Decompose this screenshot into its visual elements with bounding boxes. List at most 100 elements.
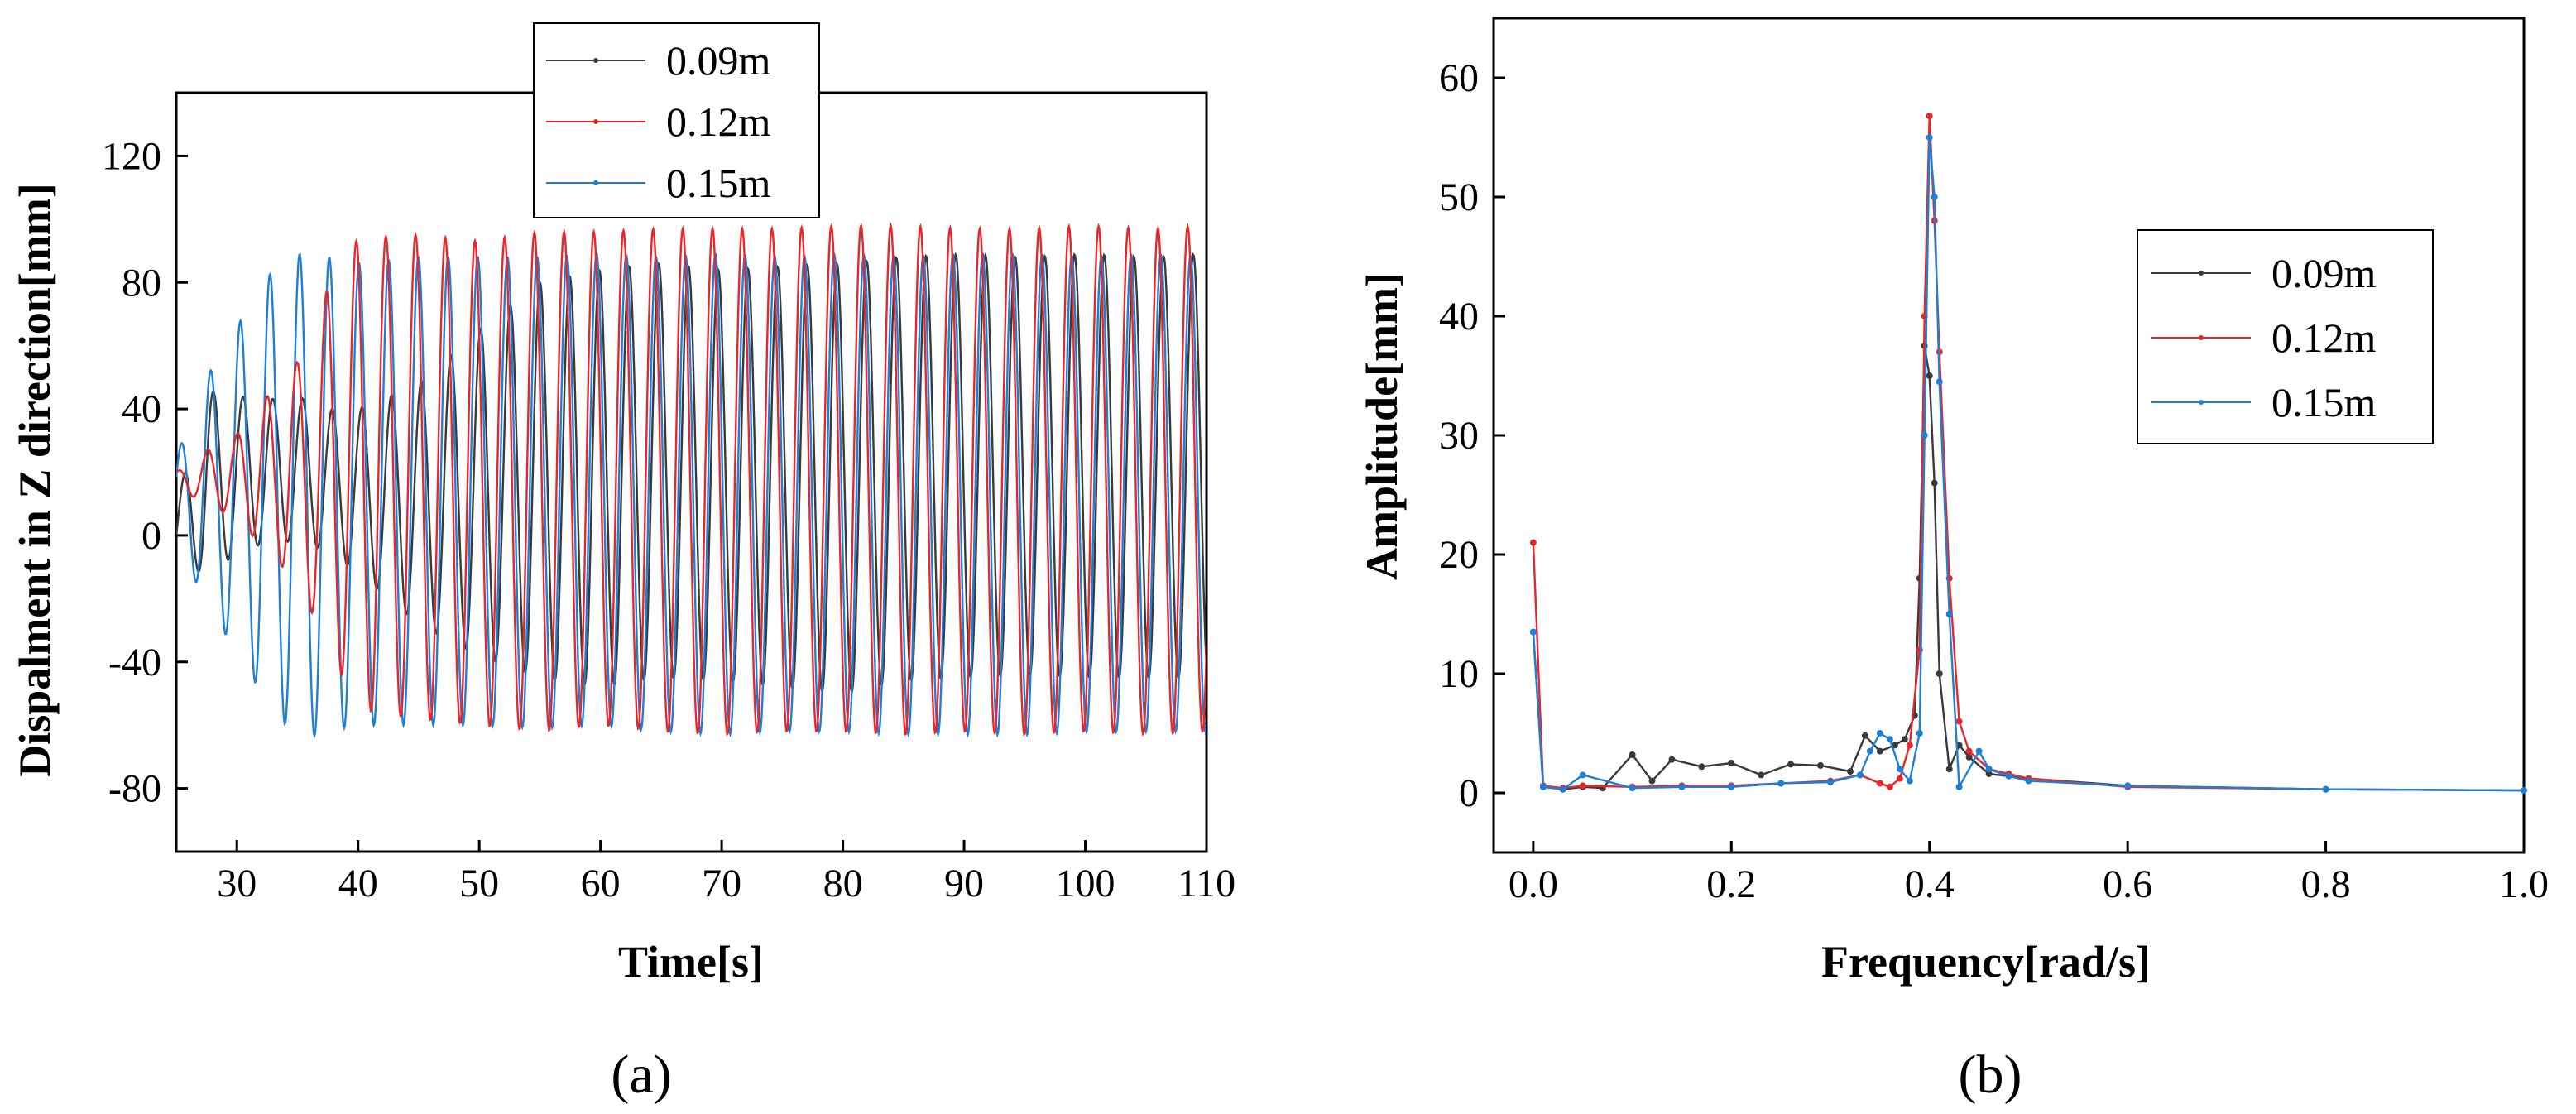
data-point-b-0.09m <box>1965 753 1973 761</box>
x-tick-label-a: 110 <box>1178 862 1235 905</box>
data-point-b-0.15m <box>1827 779 1834 785</box>
data-point-b-0.09m <box>1668 756 1676 763</box>
data-point-b-0.09m <box>1847 768 1854 775</box>
data-point-b-0.12m <box>1896 775 1903 782</box>
series-line-a-0.15m <box>176 252 1206 739</box>
data-point-b-0.09m <box>1861 732 1868 739</box>
x-tick-label-a: 100 <box>1056 862 1115 905</box>
legend-marker-0.12m <box>593 119 598 124</box>
series-line-a-0.09m <box>176 252 1206 694</box>
data-point-b-0.15m <box>1975 747 1983 755</box>
data-point-b-0.09m <box>1931 479 1938 487</box>
y-tick-label-a: 0 <box>142 514 161 558</box>
x-tick-label-a: 70 <box>702 862 741 905</box>
data-point-b-0.09m <box>1817 761 1824 769</box>
y-tick-label-b: 40 <box>1439 295 1479 339</box>
y-ticks-b: 0 10 20 30 40 50 60 <box>1439 56 1505 815</box>
data-point-b-0.15m <box>2025 777 2032 785</box>
data-point-b-0.12m <box>1579 782 1586 790</box>
x-tick-label-a: 50 <box>459 862 499 905</box>
x-axis-title-b: Frequency[rad/s] <box>1821 937 2151 987</box>
panel-b: 0.0 0.2 0.4 0.6 0.8 1.0 0 10 20 30 40 50 60 Frequen… <box>1357 17 2549 1105</box>
data-point-b-0.15m <box>1678 783 1686 790</box>
y-axis-title-b: Amplitude[mm] <box>1357 272 1407 580</box>
y-tick-label-b: 60 <box>1439 56 1479 100</box>
y-ticks-a: -80 -40 0 40 80 120 <box>102 134 188 811</box>
y-tick-label-b: 0 <box>1459 771 1479 815</box>
data-point-b-0.09m <box>1728 760 1735 766</box>
data-point-b-0.15m <box>1921 432 1928 439</box>
x-tick-label-b: 0.0 <box>1509 862 1558 906</box>
data-point-b-0.15m <box>1916 730 1923 737</box>
x-tick-label-a: 90 <box>944 862 984 905</box>
data-point-b-0.15m <box>1539 783 1547 790</box>
x-tick-label-b: 1.0 <box>2499 862 2549 906</box>
data-point-b-0.09m <box>1945 766 1953 773</box>
y-tick-label-a: 80 <box>122 261 161 305</box>
data-point-b-0.09m <box>1936 670 1943 677</box>
legend-marker-0.15m <box>2199 400 2204 405</box>
x-tick-label-a: 60 <box>581 862 621 905</box>
x-tick-label-a: 30 <box>217 862 257 905</box>
data-point-b-0.15m <box>1906 777 1913 785</box>
y-tick-label-a: -80 <box>108 767 161 811</box>
data-point-b-0.15m <box>1866 747 1873 755</box>
data-point-b-0.15m <box>2521 787 2527 795</box>
data-point-b-0.15m <box>1955 783 1963 790</box>
y-tick-label-a: -40 <box>108 641 161 684</box>
y-tick-label-b: 10 <box>1439 652 1479 696</box>
data-point-b-0.09m <box>1926 372 1933 379</box>
data-point-b-0.15m <box>1728 783 1735 790</box>
data-point-b-0.09m <box>1648 777 1656 785</box>
data-point-b-0.12m <box>1965 747 1973 755</box>
legend-label-0.15m: 0.15m <box>2271 379 2377 425</box>
data-point-b-0.15m <box>1926 134 1933 141</box>
legend-marker-0.09m <box>593 58 598 63</box>
y-tick-label-b: 30 <box>1439 414 1479 458</box>
series-line-b-0.12m <box>1532 116 2524 792</box>
panel-label-a: (a) <box>611 1044 671 1105</box>
series-group-b <box>1529 113 2527 795</box>
panel-label-b: (b) <box>1959 1044 2022 1105</box>
series-line-a-0.12m <box>176 222 1206 737</box>
y-tick-label-b: 50 <box>1439 175 1479 219</box>
data-point-b-0.15m <box>1579 771 1586 779</box>
legend-label-0.15m: 0.15m <box>666 160 771 206</box>
x-tick-label-b: 0.8 <box>2301 862 2351 906</box>
data-point-b-0.09m <box>1901 736 1908 743</box>
data-point-b-0.09m <box>1698 763 1705 771</box>
data-point-b-0.15m <box>1945 611 1953 617</box>
data-point-b-0.15m <box>1936 378 1943 386</box>
panel-a: 30 40 50 60 70 80 90 100 110 -80 -40 0 40 80 120 Time… <box>10 22 1235 1105</box>
data-point-b-0.15m <box>1896 766 1903 773</box>
y-tick-label-b: 20 <box>1439 533 1479 577</box>
data-point-b-0.15m <box>1856 771 1864 779</box>
x-tick-label-b: 0.4 <box>1905 862 1955 906</box>
legend-b: 0.09m 0.12m 0.15m <box>2137 229 2434 444</box>
data-point-b-0.15m <box>1931 194 1938 200</box>
data-point-b-0.12m <box>1926 113 1933 120</box>
y-tick-label-a: 40 <box>122 387 161 431</box>
data-point-b-0.09m <box>1787 761 1795 768</box>
data-point-b-0.15m <box>1876 730 1883 737</box>
y-axis-title-a: Dispalment in Z direction[mm] <box>10 183 60 776</box>
data-point-b-0.09m <box>1876 747 1883 755</box>
data-point-b-0.15m <box>1629 785 1636 792</box>
data-point-b-0.09m <box>1629 751 1636 758</box>
data-point-b-0.15m <box>2322 785 2329 793</box>
legend-a: 0.09m 0.12m 0.15m <box>533 22 820 218</box>
data-point-b-0.12m <box>1906 742 1913 749</box>
x-tick-label-b: 0.2 <box>1706 862 1756 906</box>
data-point-b-0.12m <box>1955 718 1963 725</box>
x-tick-label-b: 0.6 <box>2103 862 2152 906</box>
y-tick-label-a: 120 <box>102 134 161 178</box>
legend-label-0.09m: 0.09m <box>666 37 771 84</box>
data-point-b-0.15m <box>1886 736 1893 743</box>
data-point-b-0.15m <box>1777 780 1785 787</box>
legend-marker-0.12m <box>2199 335 2204 340</box>
series-group-a <box>176 222 1206 739</box>
data-point-b-0.12m <box>1529 539 1537 546</box>
x-tick-label-a: 40 <box>338 862 378 905</box>
data-point-b-0.12m <box>1876 780 1883 787</box>
